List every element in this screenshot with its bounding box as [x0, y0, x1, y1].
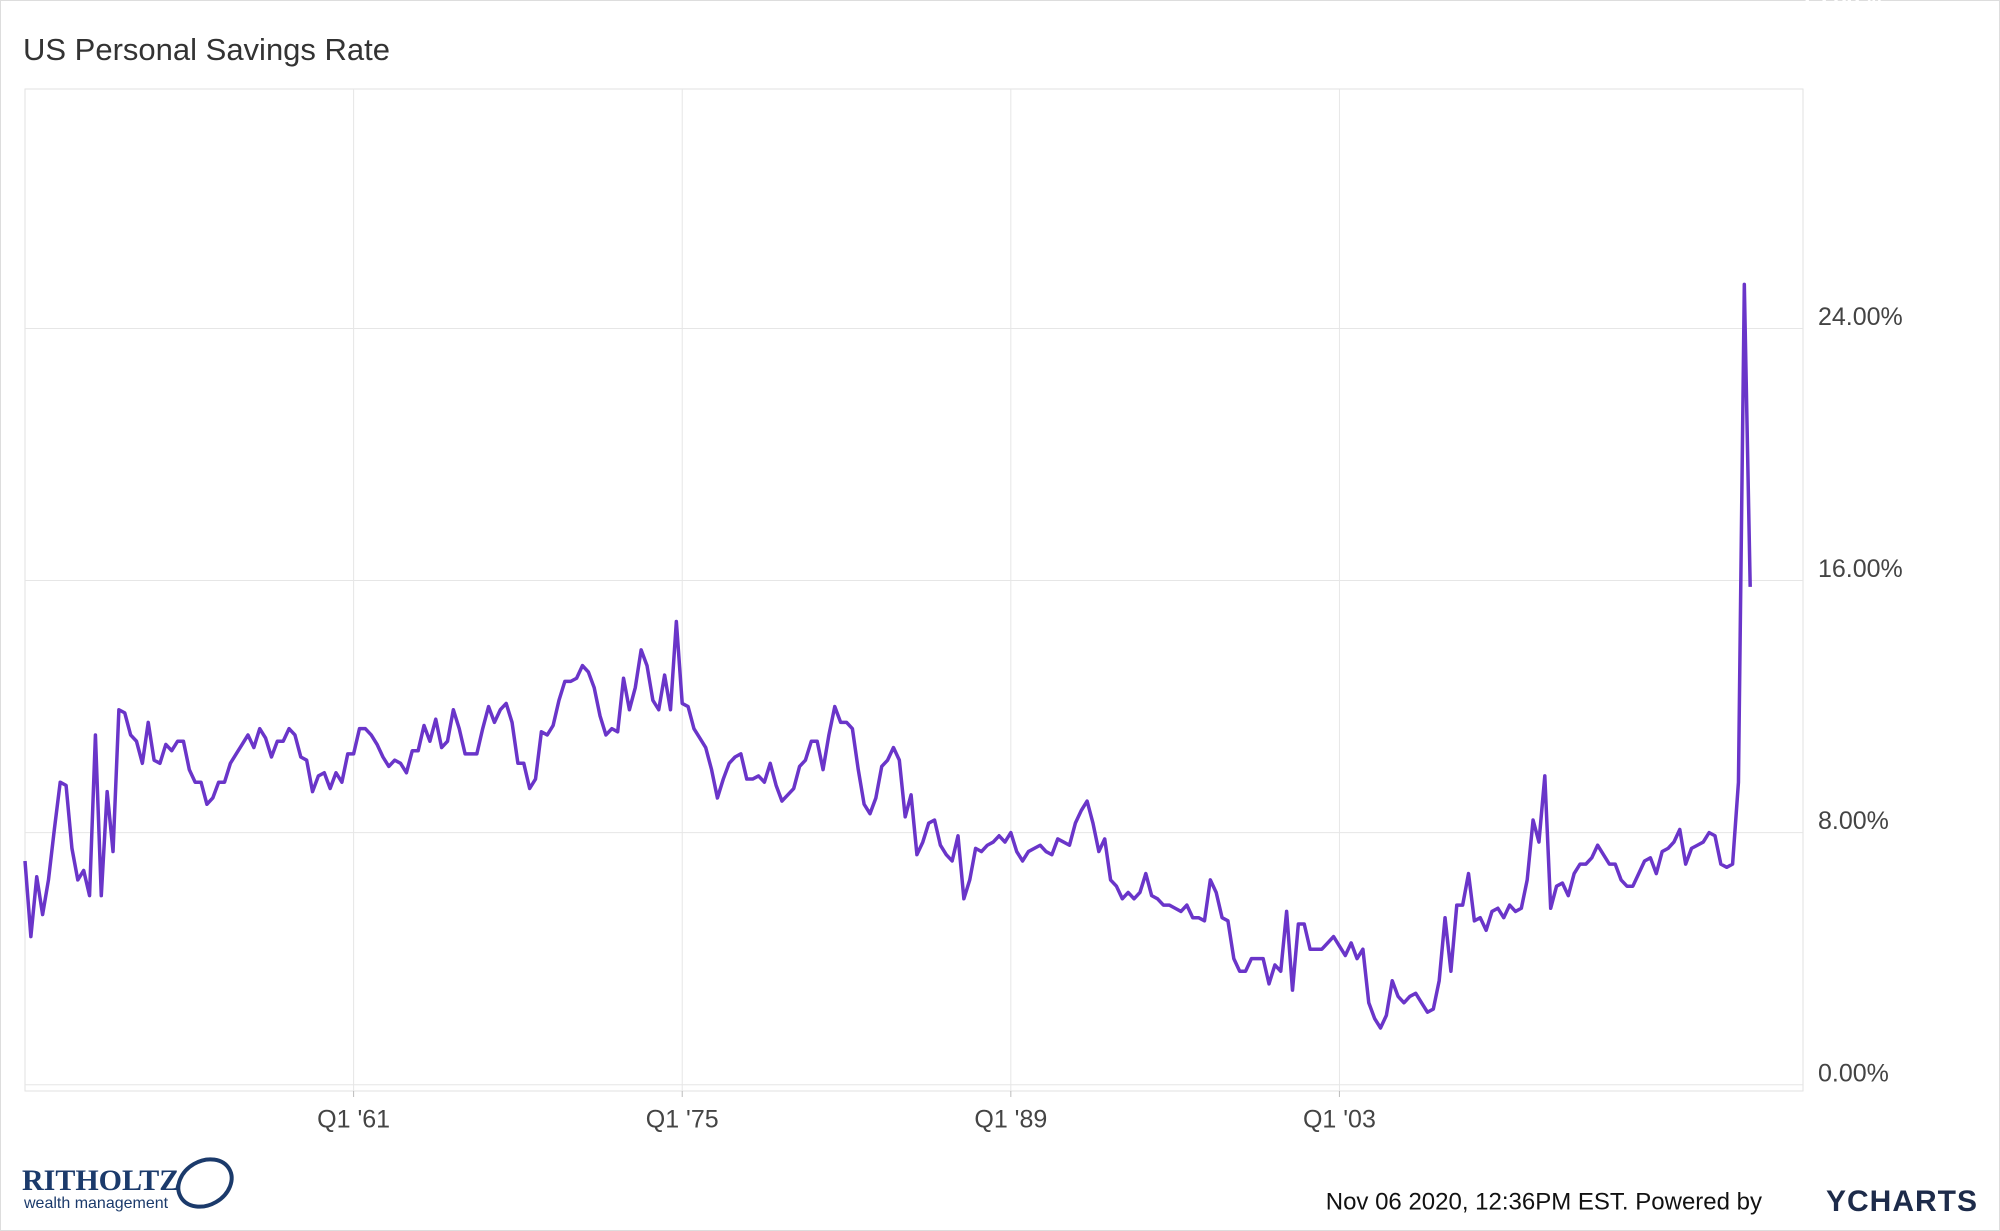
x-tick-label: Q1 '03 — [1303, 1106, 1376, 1134]
chart-title: US Personal Savings Rate — [23, 32, 390, 67]
brand: YCHARTS — [1826, 1185, 1978, 1218]
x-tick-label: Q1 '89 — [974, 1106, 1047, 1134]
logo-icon — [176, 1157, 234, 1209]
logo-tagline: wealth management — [23, 1195, 169, 1212]
y-tick-label: 24.00% — [1818, 303, 1903, 331]
line — [23, 282, 1752, 1030]
x-tick-label: Q1 '61 — [317, 1106, 390, 1134]
plot-area — [24, 88, 1804, 1092]
logo: RITHOLTZ wealth management — [22, 1157, 234, 1212]
source: Nov 06 2020, 12:36PM EST. Powered by — [1326, 1188, 1762, 1215]
y-tick-label: 16.00% — [1818, 555, 1903, 583]
y-tick-label: 8.00% — [1818, 807, 1889, 835]
y-tick-label: 0.00% — [1818, 1059, 1889, 1087]
x-tick-label: Q1 '75 — [646, 1106, 719, 1134]
value-label: 15.80% — [1800, 0, 1881, 12]
logo-name: RITHOLTZ — [22, 1164, 179, 1197]
